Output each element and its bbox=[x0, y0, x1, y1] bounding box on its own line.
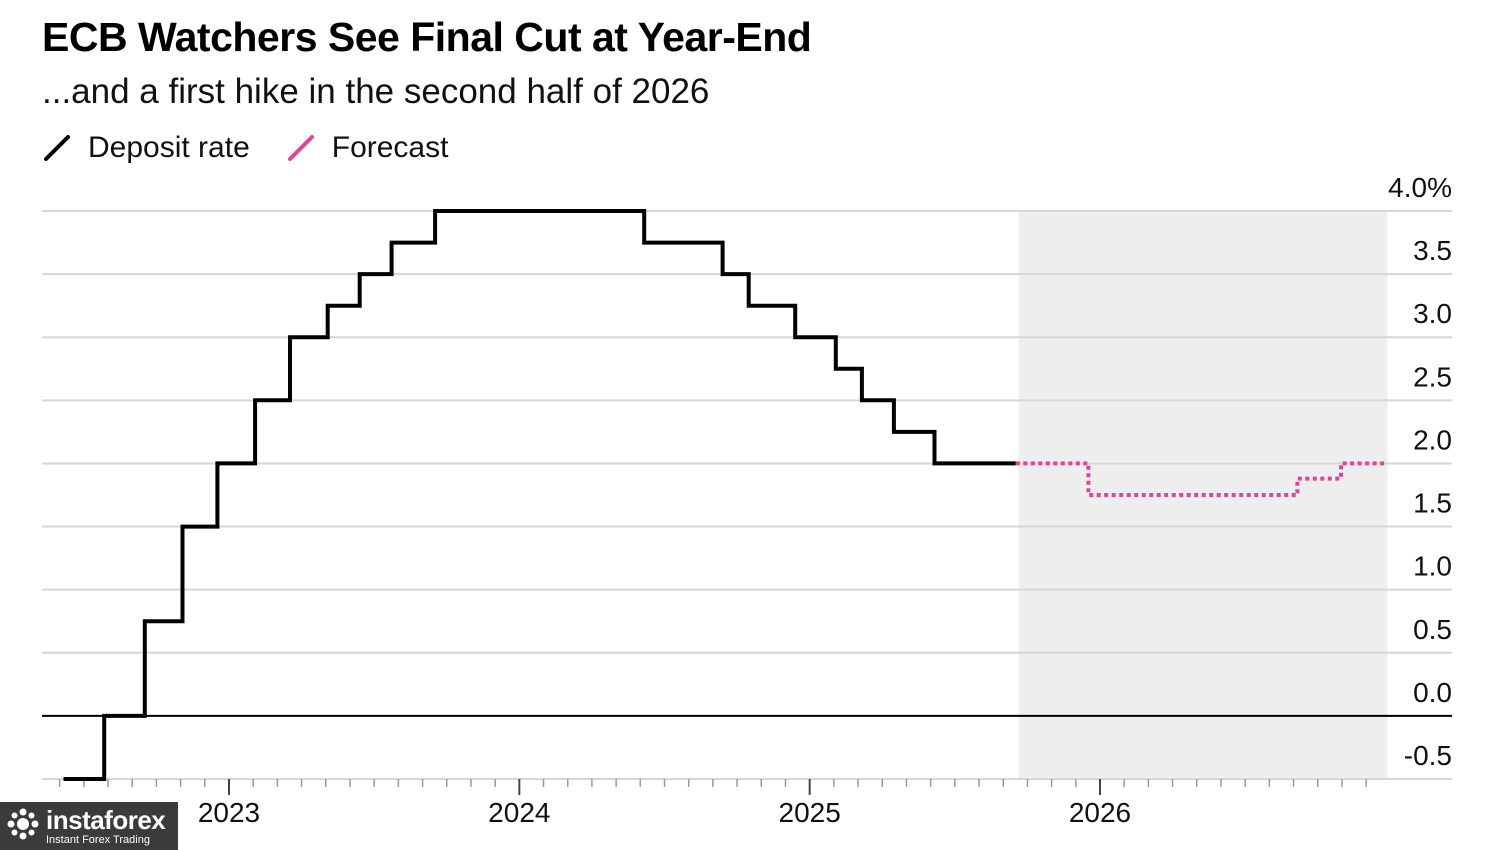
chart-legend: Deposit rate Forecast bbox=[42, 126, 484, 170]
watermark-brand-name: instaforex bbox=[46, 804, 166, 835]
y-tick-label: 3.5 bbox=[1413, 235, 1452, 266]
legend-label-forecast: Forecast bbox=[331, 131, 449, 164]
y-tick-label: 2.0 bbox=[1413, 424, 1452, 455]
y-tick-label: 0.5 bbox=[1413, 614, 1452, 645]
chart-subtitle: ...and a first hike in the second half o… bbox=[42, 72, 710, 111]
forecast-series-line bbox=[1015, 461, 1385, 497]
forecast-swatch-icon bbox=[286, 133, 316, 163]
y-tick-label: 3.0 bbox=[1413, 298, 1452, 329]
x-tick-label: 2024 bbox=[488, 797, 550, 828]
y-tick-label: 0.0 bbox=[1413, 677, 1452, 708]
x-tick-label: 2023 bbox=[198, 797, 260, 828]
watermark-tagline: Instant Forex Trading bbox=[46, 833, 150, 846]
instaforex-watermark: instaforex Instant Forex Trading bbox=[0, 802, 178, 850]
y-tick-label: -0.5 bbox=[1404, 740, 1452, 771]
y-tick-label: 2.5 bbox=[1413, 361, 1452, 392]
deposit-rate-swatch-icon bbox=[42, 133, 72, 163]
legend-label-deposit-rate: Deposit rate bbox=[88, 131, 250, 164]
x-tick-label: 2025 bbox=[779, 797, 841, 828]
y-tick-label: 1.0 bbox=[1413, 551, 1452, 582]
y-tick-label: 1.5 bbox=[1413, 488, 1452, 519]
x-tick-label: 2026 bbox=[1069, 797, 1131, 828]
deposit-rate-series-line bbox=[63, 209, 1016, 781]
y-tick-label: 4.0% bbox=[1388, 172, 1452, 203]
legend-item-forecast: Forecast bbox=[286, 131, 449, 165]
instaforex-logo-icon bbox=[6, 807, 40, 846]
chart-title: ECB Watchers See Final Cut at Year-End bbox=[42, 14, 812, 60]
legend-item-deposit-rate: Deposit rate bbox=[42, 131, 250, 165]
